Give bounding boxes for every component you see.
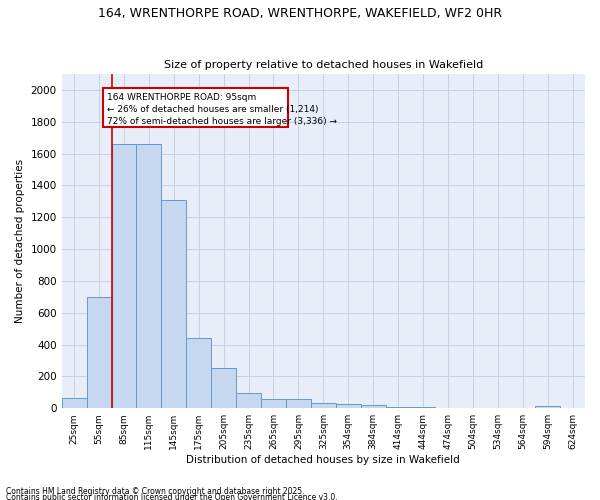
Bar [336,404,361,408]
Bar [286,400,311,408]
Bar [186,338,211,408]
Bar [361,405,386,408]
Bar [535,406,560,408]
Bar [103,88,289,126]
Bar [311,404,336,408]
Bar [112,144,136,408]
Bar [261,400,286,408]
Y-axis label: Number of detached properties: Number of detached properties [15,159,25,323]
Title: Size of property relative to detached houses in Wakefield: Size of property relative to detached ho… [164,60,483,70]
Text: 164, WRENTHORPE ROAD, WRENTHORPE, WAKEFIELD, WF2 0HR: 164, WRENTHORPE ROAD, WRENTHORPE, WAKEFI… [98,8,502,20]
Text: Contains HM Land Registry data © Crown copyright and database right 2025.: Contains HM Land Registry data © Crown c… [6,486,305,496]
Bar [211,368,236,408]
Bar [236,393,261,408]
Bar [136,144,161,408]
Bar [161,200,186,408]
Bar [62,398,86,408]
Bar [86,297,112,408]
Text: Contains public sector information licensed under the Open Government Licence v3: Contains public sector information licen… [6,492,338,500]
Text: 164 WRENTHORPE ROAD: 95sqm
← 26% of detached houses are smaller (1,214)
72% of s: 164 WRENTHORPE ROAD: 95sqm ← 26% of deta… [107,93,337,126]
X-axis label: Distribution of detached houses by size in Wakefield: Distribution of detached houses by size … [187,455,460,465]
